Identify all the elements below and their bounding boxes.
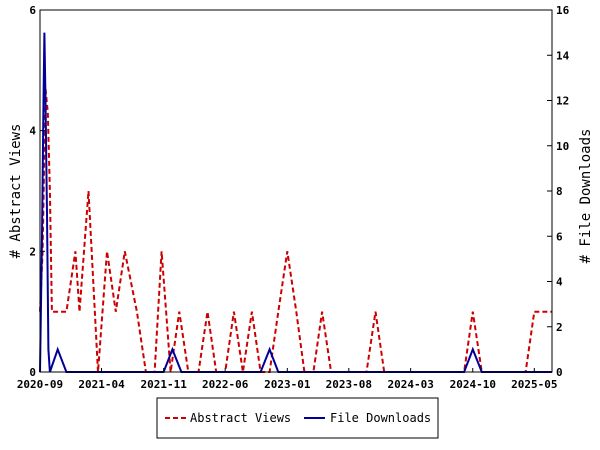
y-tick-label-left: 0 [29,366,36,379]
y-tick-label-right: 12 [556,95,569,108]
y-tick-label-right: 10 [556,140,569,153]
y-tick-label-right: 6 [556,230,563,243]
legend-label-file-downloads: File Downloads [330,411,431,425]
x-tick-label: 2021-11 [140,378,187,391]
y-tick-label-right: 8 [556,185,563,198]
legend-box [156,397,439,439]
y-axis-title-right: # File Downloads [578,129,594,264]
x-tick-label: 2023-01 [264,378,311,391]
x-tick-label: 2021-04 [78,378,125,391]
y-tick-label-right: 14 [556,49,570,62]
y-axis-title-left: # Abstract Views [8,124,24,259]
y-tick-label-right: 16 [556,4,570,17]
x-tick-label: 2023-08 [326,378,372,391]
y-tick-label-right: 2 [556,321,563,334]
x-tick-label: 2020-09 [17,378,63,391]
y-tick-label-left: 4 [29,125,36,138]
y-tick-label-left: 2 [29,245,36,258]
y-tick-label-right: 4 [556,276,563,289]
x-tick-label: 2024-03 [387,378,433,391]
y-tick-label-left: 6 [29,4,36,17]
legend-label-abstract-views: Abstract Views [190,411,291,425]
x-tick-label: 2022-06 [202,378,249,391]
legend: Abstract Views File Downloads [156,397,439,439]
x-tick-label: 2024-10 [450,378,496,391]
y-tick-label-right: 0 [556,366,563,379]
axes-layer: 0 2 4 6 0 2 4 6 8 10 12 14 16 2020-09 2021-04 2021-11 20… [17,4,570,391]
x-tick-label: 2025-05 [511,378,557,391]
